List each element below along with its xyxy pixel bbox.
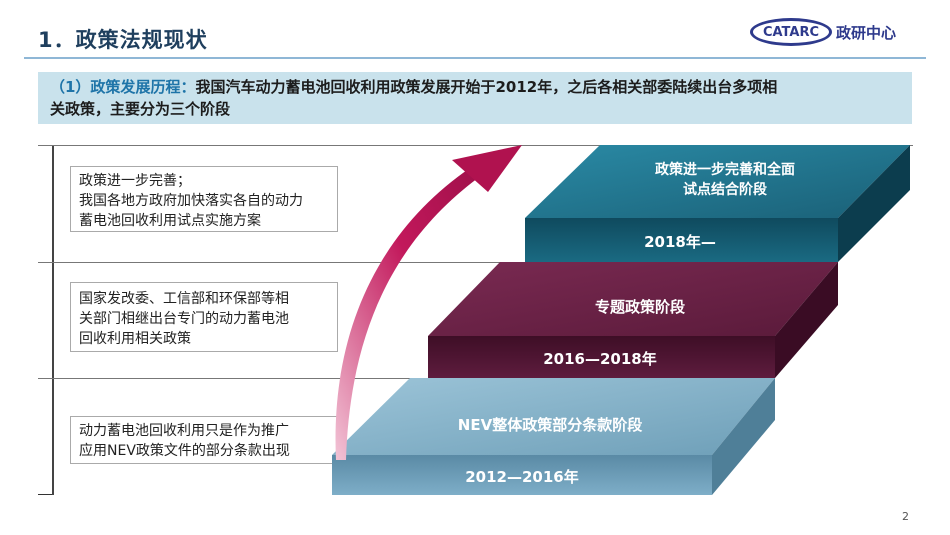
summary-banner: （1）政策发展历程：我国汽车动力蓄电池回收利用政策发展开始于2012年，之后各相… <box>38 72 912 124</box>
stage-step-3-front <box>525 218 838 262</box>
growth-arrow <box>335 145 522 460</box>
catarc-logo: CATARC 政研中心 <box>750 16 910 50</box>
stage-step-2-front <box>428 336 775 378</box>
stage-step-2 <box>428 262 838 378</box>
page-title: 1．政策法规现状 <box>38 28 208 52</box>
stage-1-name: NEV整体政策部分条款阶段 <box>457 416 643 434</box>
stage-note-1: 动力蓄电池回收利用只是作为推广 应用NEV政策文件的部分条款出现 <box>70 416 338 464</box>
stage-3-name-line1: 政策进一步完善和全面 <box>655 162 795 178</box>
arrow-head <box>452 145 522 192</box>
note-line: 国家发改委、工信部和环保部等相 <box>79 291 289 307</box>
stage-step-1 <box>332 378 775 495</box>
stage-step-3 <box>525 145 910 262</box>
note-line: 蓄电池回收利用试点实施方案 <box>79 213 261 229</box>
banner-lead: （1）政策发展历程： <box>50 78 196 96</box>
stage-step-3-top <box>525 145 910 218</box>
note-line: 动力蓄电池回收利用只是作为推广 <box>79 423 289 439</box>
note-line: 应用NEV政策文件的部分条款出现 <box>79 443 290 459</box>
stage-3-name: 政策进一步完善和全面 试点结合阶段 <box>620 160 830 200</box>
stage-step-1-top <box>332 378 775 455</box>
stage-step-2-side <box>775 262 838 378</box>
note-line: 关部门相继出台专门的动力蓄电池 <box>79 311 289 327</box>
stage-step-3-side <box>838 145 910 262</box>
stage-note-3: 政策进一步完善； 我国各地方政府加快落实各自的动力 蓄电池回收利用试点实施方案 <box>70 166 338 232</box>
note-line: 回收利用相关政策 <box>79 331 191 347</box>
note-line: 政策进一步完善； <box>79 173 191 189</box>
stage-3-period: 2018年— <box>644 233 716 251</box>
banner-text-line2: 关政策，主要分为三个阶段 <box>50 100 231 118</box>
banner-text-line1: 我国汽车动力蓄电池回收利用政策发展开始于2012年，之后各相关部委陆续出台多项相 <box>195 78 778 96</box>
stage-3-name-line2: 试点结合阶段 <box>683 182 767 198</box>
note-line: 我国各地方政府加快落实各自的动力 <box>79 193 303 209</box>
arrow-body <box>335 168 478 460</box>
stage-note-2: 国家发改委、工信部和环保部等相 关部门相继出台专门的动力蓄电池 回收利用相关政策 <box>70 282 338 352</box>
stage-2-period: 2016—2018年 <box>543 350 657 368</box>
logo-mark: CATARC <box>750 18 832 46</box>
title-divider <box>24 57 926 59</box>
stage-step-2-top <box>428 262 838 336</box>
stage-step-1-side <box>712 378 775 495</box>
page-number: 2 <box>902 510 909 523</box>
stage-1-period: 2012—2016年 <box>465 468 579 486</box>
stage-step-1-front <box>332 455 712 495</box>
logo-text: 政研中心 <box>836 24 897 42</box>
stage-2-name: 专题政策阶段 <box>594 298 685 316</box>
